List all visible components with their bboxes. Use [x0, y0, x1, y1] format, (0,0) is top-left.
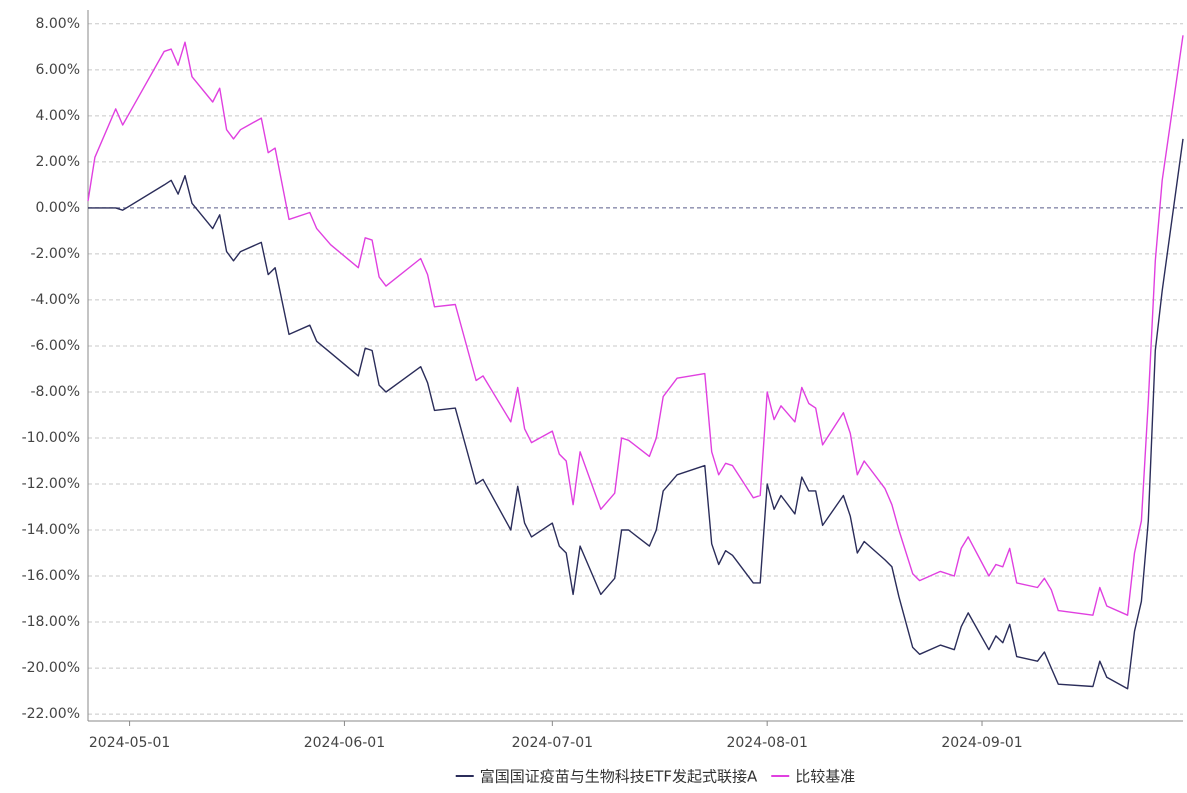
y-tick-label: -10.00%: [22, 430, 80, 446]
legend: 富国国证疫苗与生物科技ETF发起式联接A 比较基准: [455, 768, 855, 786]
x-tick-label: 2024-09-01: [941, 735, 1022, 751]
y-tick-label: -20.00%: [22, 660, 80, 676]
y-tick-label: -22.00%: [22, 706, 80, 722]
y-tick-label: 6.00%: [36, 62, 80, 78]
y-tick-label: -14.00%: [22, 522, 80, 538]
y-tick-label: -16.00%: [22, 568, 80, 584]
y-tick-label: 2.00%: [36, 154, 80, 170]
legend-label: 富国国证疫苗与生物科技ETF发起式联接A: [480, 768, 758, 786]
y-tick-label: 0.00%: [36, 200, 80, 216]
x-tick-label: 2024-07-01: [512, 735, 593, 751]
y-tick-label: -18.00%: [22, 614, 80, 630]
x-tick-label: 2024-06-01: [304, 735, 385, 751]
series-line: [88, 138, 1184, 690]
y-tick-label: -6.00%: [30, 338, 80, 354]
series-line: [87, 35, 1184, 616]
legend-label: 比较基准: [795, 768, 855, 786]
y-tick-label: -8.00%: [30, 384, 80, 400]
y-tick-label: 4.00%: [36, 108, 80, 124]
x-tick-label: 2024-05-01: [89, 735, 170, 751]
y-tick-label: -12.00%: [22, 476, 80, 492]
y-tick-label: 8.00%: [36, 16, 80, 32]
x-tick-label: 2024-08-01: [726, 735, 807, 751]
y-tick-label: -2.00%: [30, 246, 80, 262]
y-tick-label: -4.00%: [30, 292, 80, 308]
